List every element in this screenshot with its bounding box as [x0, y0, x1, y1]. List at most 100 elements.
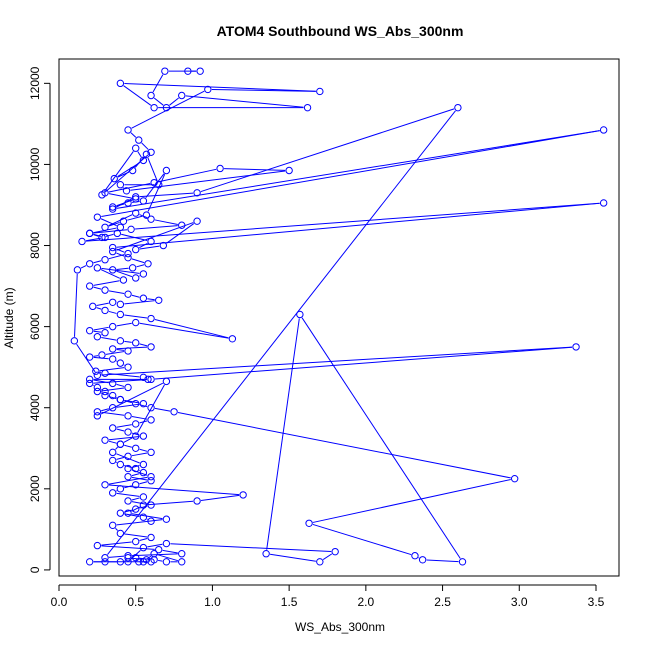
series-line-segment [108, 290, 125, 294]
series-line-segment [93, 379, 148, 384]
data-point [122, 187, 131, 195]
data-point [124, 497, 132, 505]
data-point [162, 103, 171, 112]
data-series [85, 67, 324, 525]
data-point [124, 554, 132, 562]
series-line-segment [157, 168, 217, 183]
series-line-segment [200, 494, 240, 501]
series-line-segment [134, 157, 145, 168]
data-point [78, 237, 86, 246]
data-point [98, 233, 106, 242]
data-point [101, 233, 109, 242]
series-line-segment [147, 173, 166, 212]
series-line-segment [266, 318, 300, 550]
data-point [216, 164, 224, 173]
data-point [85, 375, 94, 384]
series-line-segment [103, 151, 134, 192]
data-point [147, 533, 155, 542]
series-line-segment [169, 97, 179, 106]
y-axis-label: Altitude (m) [2, 287, 16, 348]
series-line-segment [155, 346, 573, 380]
series-line-segment [116, 456, 125, 460]
series-line-segment [131, 258, 145, 264]
data-point [161, 67, 169, 75]
series-line-segment [312, 523, 412, 556]
series-line-segment [116, 346, 148, 350]
data-point [127, 225, 135, 234]
data-point [193, 497, 201, 505]
series-line-segment [301, 317, 461, 559]
data-point [116, 558, 125, 566]
series-line-segment [131, 469, 148, 476]
data-point [116, 395, 125, 404]
series-line-segment [116, 198, 133, 208]
data-point [108, 205, 117, 213]
data-point [132, 318, 140, 327]
data-point [454, 103, 462, 112]
series-line-segment [139, 538, 148, 541]
series-line-segment [131, 452, 148, 457]
series-line-segment [108, 182, 151, 193]
data-point [572, 343, 580, 351]
data-point [116, 300, 125, 309]
series-line-segment [124, 533, 148, 538]
data-point [150, 178, 158, 187]
data-point [101, 391, 109, 400]
series-line-segment [131, 497, 140, 501]
data-point [101, 256, 109, 264]
series-line-segment [93, 330, 102, 333]
data-point [132, 339, 140, 347]
data-point [162, 166, 171, 175]
data-point [116, 223, 125, 231]
series-line-segment [116, 202, 600, 248]
data-point [124, 428, 132, 436]
series-line-segment [116, 428, 125, 432]
series-line-segment [131, 90, 205, 129]
series-line-segment [117, 162, 141, 177]
data-point [139, 399, 148, 408]
data-point [89, 302, 97, 311]
data-point [101, 387, 109, 396]
data-point [132, 444, 140, 452]
series-line-segment [139, 481, 148, 485]
series-line-segment [100, 218, 117, 227]
series-line-segment [101, 408, 109, 412]
data-point [108, 379, 117, 388]
data-point [124, 347, 132, 355]
data-point [108, 521, 117, 530]
series-line-segment [124, 82, 316, 92]
data-point [132, 193, 140, 201]
data-point [147, 237, 155, 246]
x-axis: 0.0 0.5 1.0 1.5 2.0 2.5 3.0 3.5 [51, 584, 605, 609]
series-line-segment [322, 553, 333, 561]
data-point [196, 67, 204, 75]
series-line-segment [127, 215, 143, 221]
data-point [139, 493, 148, 501]
data-point [124, 290, 132, 298]
series-line-segment [147, 157, 158, 182]
data-point [93, 408, 102, 416]
series-line-segment [147, 298, 155, 301]
data-point [116, 529, 125, 538]
series-line-segment [170, 543, 332, 552]
data-point [144, 260, 152, 268]
y-tick-label: 12000 [28, 66, 42, 100]
data-point [124, 412, 132, 420]
data-point [147, 91, 155, 100]
data-point [147, 472, 155, 481]
series-line-segment [139, 192, 194, 198]
series-line-segment [108, 484, 240, 496]
series-line-segment [116, 348, 125, 351]
x-tick-label: 0.0 [51, 595, 68, 609]
data-point [139, 270, 148, 278]
data-point [110, 174, 118, 183]
data-point [170, 408, 178, 416]
series-line-segment [76, 343, 96, 373]
data-point [132, 274, 140, 282]
series-line-segment [124, 314, 148, 319]
series-line-segment [108, 436, 140, 441]
series-line-segment [116, 252, 125, 257]
series-line-segment [185, 95, 304, 108]
series-line-segment [139, 322, 229, 339]
data-point [108, 355, 117, 363]
